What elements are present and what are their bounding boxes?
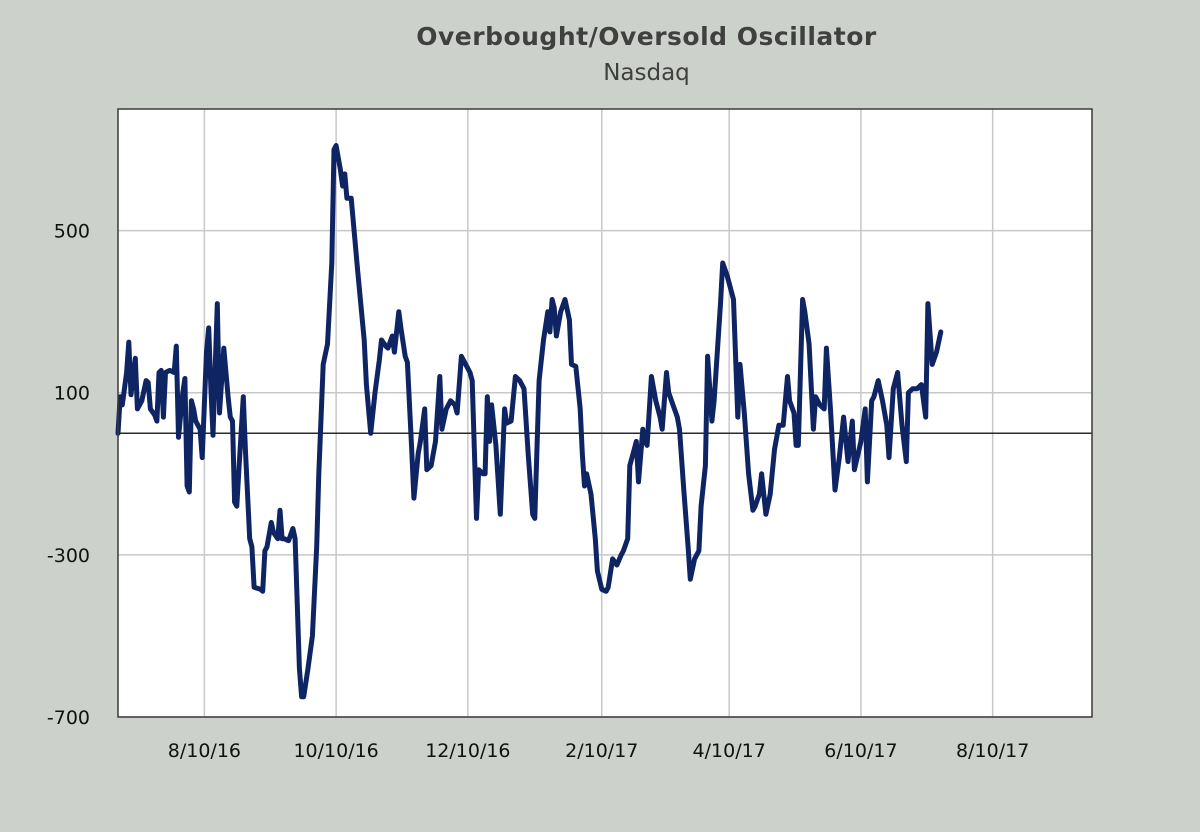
y-tick-label: 500 [54,221,90,243]
chart-title: Overbought/Oversold Oscillator [416,22,877,51]
x-tick-label: 8/10/16 [168,740,241,762]
y-tick-label: 100 [54,383,90,405]
x-tick-label: 6/10/17 [824,740,897,762]
y-tick-label: -300 [47,545,90,567]
x-tick-label: 8/10/17 [956,740,1029,762]
x-tick-label: 4/10/17 [693,740,766,762]
x-tick-label: 2/10/17 [565,740,638,762]
y-tick-labels: 500 100 -300 -700 [47,221,90,729]
series-layer [115,143,944,700]
x-tick-label: 10/10/16 [293,740,378,762]
series-line-nasdaq [115,143,944,700]
y-tick-label: -700 [47,707,90,729]
plot-border [117,108,1093,718]
chart-subtitle: Nasdaq [603,60,690,86]
x-tick-labels: 8/10/16 10/10/16 12/10/16 2/10/17 4/10/17 6/1… [168,740,1030,762]
plot-area [118,109,1092,717]
x-tick-label: 12/10/16 [425,740,510,762]
